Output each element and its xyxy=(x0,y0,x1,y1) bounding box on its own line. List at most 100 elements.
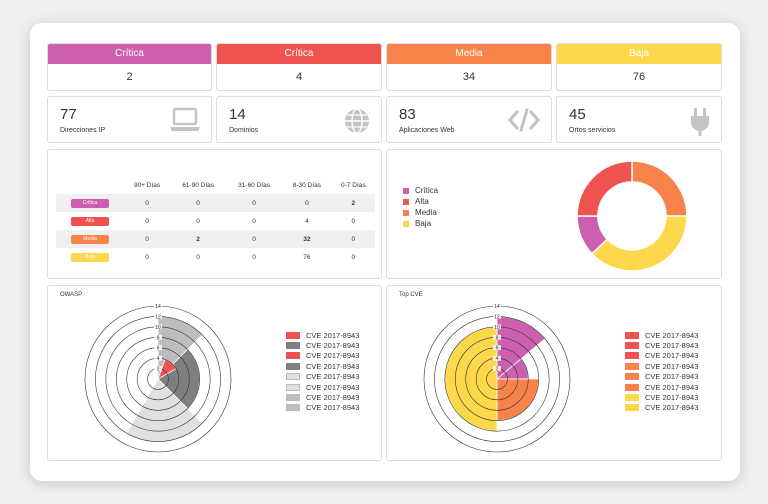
table-cell: 0 xyxy=(196,217,200,225)
radial-tick-label: 4 xyxy=(496,356,499,362)
legend-swatch xyxy=(286,331,300,339)
severity-badge: Media xyxy=(71,234,109,244)
legend-item[interactable]: CVE 2017-8943 xyxy=(625,361,698,371)
table-row[interactable]: Baja 0 0 0 76 0 xyxy=(56,248,375,266)
legend-swatch xyxy=(625,331,639,339)
radial-tick-label: 2 xyxy=(157,367,160,373)
table-cell: 0 xyxy=(282,194,332,212)
legend-item[interactable]: Crítica xyxy=(403,185,438,196)
legend-item[interactable]: CVE 2017-8943 xyxy=(286,330,359,340)
owasp-polar-chart: 2 4 6 8 10 12 14 xyxy=(84,303,232,453)
severity-badge: Baja xyxy=(71,252,109,262)
legend-item[interactable]: CVE 2017-8943 xyxy=(625,351,698,361)
legend-label: CVE 2017-8943 xyxy=(645,361,699,371)
legend-item[interactable]: CVE 2017-8943 xyxy=(286,392,359,402)
legend-item[interactable]: Alta xyxy=(403,196,438,207)
chart-title: Top CVE xyxy=(399,292,423,298)
legend-label: CVE 2017-8943 xyxy=(645,330,699,340)
radial-tick-label: 14 xyxy=(155,304,161,310)
severity-header: Crítica xyxy=(48,44,211,64)
chart-title: OWASP xyxy=(60,292,83,298)
legend-item[interactable]: Media xyxy=(403,207,438,218)
legend-item[interactable]: CVE 2017-8943 xyxy=(286,403,359,413)
polar-sector[interactable] xyxy=(496,378,540,422)
radial-tick-label: 10 xyxy=(155,325,161,331)
radial-tick-label: 2 xyxy=(496,367,499,373)
legend-label: Baja xyxy=(415,219,432,228)
legend-item[interactable]: CVE 2017-8943 xyxy=(625,382,698,392)
severity-card-high[interactable]: Crítica 4 xyxy=(216,43,382,91)
tick-label-bg xyxy=(493,313,501,319)
legend-item[interactable]: CVE 2017-8943 xyxy=(286,351,359,361)
table-cell: 0 xyxy=(196,253,200,261)
stat-value: 83 xyxy=(399,106,416,123)
stat-card-services[interactable]: 45 Ortos servicios xyxy=(556,96,722,143)
stat-card-ip[interactable]: 77 Direcciones IP xyxy=(47,96,212,143)
legend-label: Crítica xyxy=(415,186,439,195)
table-cell: 0 xyxy=(145,217,149,225)
legend-item[interactable]: CVE 2017-8943 xyxy=(286,382,359,392)
stat-label: Aplicaciones Web xyxy=(399,127,455,134)
legend-item[interactable]: CVE 2017-8943 xyxy=(625,330,698,340)
stat-label: Dominios xyxy=(229,127,259,134)
donut-slice-media[interactable] xyxy=(631,160,688,217)
legend-label: CVE 2017-8943 xyxy=(306,341,360,351)
table-cell: 0 xyxy=(226,194,283,212)
severity-card-medium[interactable]: Media 34 xyxy=(386,43,552,91)
polar-sector[interactable] xyxy=(444,326,498,432)
legend-item[interactable]: CVE 2017-8943 xyxy=(625,403,698,413)
legend-swatch xyxy=(625,342,639,350)
legend-item[interactable]: CVE 2017-8943 xyxy=(625,392,698,402)
legend-label: CVE 2017-8943 xyxy=(306,361,360,371)
severity-badge: Alta xyxy=(71,216,109,226)
radial-tick-label: 14 xyxy=(494,304,500,310)
legend-label: CVE 2017-8943 xyxy=(306,382,360,392)
severity-card-critical[interactable]: Crítica 2 xyxy=(47,43,212,91)
radial-tick-label: 4 xyxy=(157,356,160,362)
top-cve-polar-chart: 2 4 6 8 10 12 14 xyxy=(423,303,571,453)
table-row[interactable]: Alta 0 0 0 4 0 xyxy=(56,212,375,230)
table-cell: 0 xyxy=(252,253,256,261)
tick-label-bg xyxy=(154,345,162,351)
tick-label-bg xyxy=(493,334,501,340)
top-cve-chart-card: Top CVE 2 4 6 8 10 12 14 CVE 2017-8943 CVE 2017… xyxy=(386,285,722,461)
severity-donut-card: Crítica Alta Media Baja xyxy=(386,149,722,279)
legend-label: Alta xyxy=(415,197,429,206)
legend-swatch xyxy=(403,198,409,205)
severity-donut-chart xyxy=(576,160,688,272)
legend-swatch xyxy=(625,373,639,381)
legend-item[interactable]: CVE 2017-8943 xyxy=(625,340,698,350)
legend-swatch xyxy=(625,362,639,370)
table-row[interactable]: Media 0 2 0 32 0 xyxy=(56,230,375,248)
legend-label: CVE 2017-8943 xyxy=(306,372,360,382)
column-header: 31-60 Días xyxy=(238,182,270,189)
donut-slice-baja[interactable] xyxy=(590,215,688,272)
legend-item[interactable]: CVE 2017-8943 xyxy=(625,372,698,382)
legend-item[interactable]: CVE 2017-8943 xyxy=(286,372,359,382)
stat-value: 77 xyxy=(60,106,77,123)
legend-item[interactable]: CVE 2017-8943 xyxy=(286,361,359,371)
radial-tick-label: 10 xyxy=(494,325,500,331)
tick-label-bg xyxy=(154,355,162,361)
table-cell: 0 xyxy=(124,194,171,212)
table-cell: 0 xyxy=(145,253,149,261)
table-cell: 0 xyxy=(351,217,356,225)
stat-card-webapps[interactable]: 83 Aplicaciones Web xyxy=(386,96,552,143)
radial-tick-label: 8 xyxy=(496,335,499,341)
legend-swatch xyxy=(625,352,639,360)
legend-swatch xyxy=(625,404,639,412)
legend-label: CVE 2017-8943 xyxy=(306,351,360,361)
donut-slice-alta[interactable] xyxy=(576,160,633,217)
table-cell: 32 xyxy=(282,230,332,248)
tick-label-bg xyxy=(154,303,162,309)
column-header: 0-7 Días xyxy=(341,182,366,189)
stat-card-domains[interactable]: 14 Dominios xyxy=(216,96,382,143)
legend-item[interactable]: CVE 2017-8943 xyxy=(286,340,359,350)
legend-label: CVE 2017-8943 xyxy=(306,403,360,413)
severity-card-low[interactable]: Baja 76 xyxy=(556,43,722,91)
table-row[interactable]: Crítica 0 0 0 0 2 xyxy=(56,194,375,212)
radial-tick-label: 8 xyxy=(157,335,160,341)
legend-label: CVE 2017-8943 xyxy=(645,341,699,351)
legend-item[interactable]: Baja xyxy=(403,218,438,229)
legend-label: CVE 2017-8943 xyxy=(645,372,699,382)
